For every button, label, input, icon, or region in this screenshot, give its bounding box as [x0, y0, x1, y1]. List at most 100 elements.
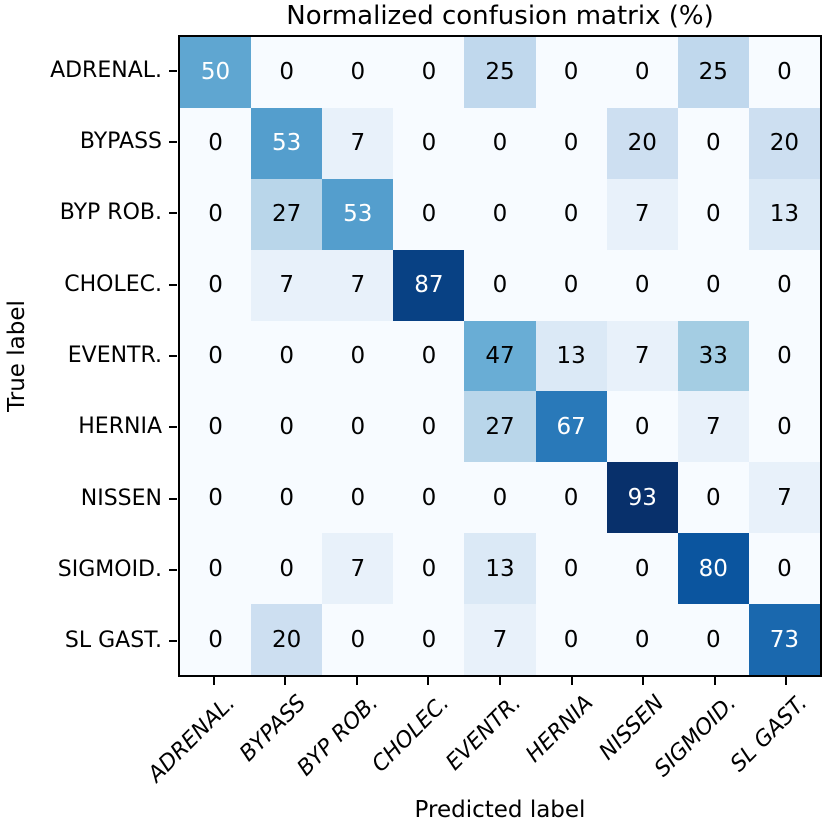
y-tick-label: NISSEN [80, 485, 162, 511]
matrix-cell: 0 [393, 37, 465, 108]
matrix-cell: 0 [464, 178, 536, 250]
matrix-cell: 0 [677, 107, 749, 179]
matrix-cell: 0 [677, 604, 749, 675]
x-tick-mark [642, 677, 645, 685]
matrix-cell: 0 [251, 533, 323, 605]
matrix-cell: 0 [677, 249, 749, 321]
matrix-cell: 0 [606, 249, 678, 321]
matrix-cell: 53 [251, 107, 323, 179]
matrix-cell: 7 [464, 604, 536, 675]
y-tick-mark [169, 283, 177, 286]
matrix-cell: 25 [677, 37, 749, 108]
matrix-cell: 13 [748, 178, 820, 250]
y-tick-mark [169, 212, 177, 215]
matrix-cell: 47 [464, 320, 536, 392]
matrix-cell: 7 [322, 249, 394, 321]
matrix-cell: 13 [464, 533, 536, 605]
matrix-cell: 7 [748, 462, 820, 534]
matrix-cell: 0 [393, 604, 465, 675]
matrix-cell: 67 [535, 391, 607, 463]
matrix-cell: 0 [251, 462, 323, 534]
matrix-cell: 20 [606, 107, 678, 179]
matrix-cell: 0 [251, 320, 323, 392]
matrix-cell: 0 [322, 391, 394, 463]
y-tick-label: SL GAST. [64, 628, 162, 654]
chart-title: Normalized confusion matrix (%) [286, 1, 714, 31]
matrix-cell: 0 [180, 320, 252, 392]
x-tick-mark [212, 677, 215, 685]
matrix-cell: 0 [535, 249, 607, 321]
y-tick-mark [169, 355, 177, 357]
matrix-cell: 50 [180, 37, 252, 108]
matrix-cell: 0 [251, 391, 323, 463]
matrix-cell: 0 [535, 533, 607, 605]
matrix-cell: 0 [535, 107, 607, 179]
matrix-cell: 20 [748, 107, 820, 179]
y-tick-mark [169, 640, 177, 643]
matrix-cell: 13 [535, 320, 607, 392]
x-tick-mark [284, 677, 287, 685]
y-tick-label: ADRENAL. [50, 57, 162, 83]
matrix-cell: 27 [464, 391, 536, 463]
matrix-cell: 25 [464, 37, 536, 108]
matrix-cell: 0 [393, 391, 465, 463]
matrix-cell: 80 [677, 533, 749, 605]
matrix-cell: 0 [322, 604, 394, 675]
x-tick-mark [785, 677, 788, 685]
x-tick-mark [713, 677, 716, 685]
matrix-cell: 0 [606, 604, 678, 675]
x-tick-mark [499, 677, 501, 685]
matrix-cell: 7 [606, 178, 678, 250]
matrix-cell: 0 [180, 533, 252, 605]
matrix-cell: 0 [180, 107, 252, 179]
y-tick-label: CHOLEC. [64, 271, 162, 297]
matrix-cell: 0 [180, 391, 252, 463]
matrix-cell: 0 [393, 178, 465, 250]
matrix-cell: 0 [606, 37, 678, 108]
matrix-cell: 0 [748, 391, 820, 463]
y-tick-label: BYPASS [79, 129, 162, 154]
matrix-cell: 0 [180, 249, 252, 321]
matrix-cell: 0 [677, 178, 749, 250]
matrix-cell: 0 [180, 178, 252, 250]
matrix-cell: 0 [180, 462, 252, 534]
matrix-cell: 0 [606, 533, 678, 605]
matrix-cell: 0 [322, 462, 394, 534]
matrix-cell: 0 [535, 178, 607, 250]
y-tick-label: SIGMOID. [57, 557, 162, 582]
matrix-cell: 0 [393, 533, 465, 605]
y-tick-label: EVENTR. [67, 343, 162, 368]
matrix-cell: 0 [748, 533, 820, 605]
matrix-cell: 0 [393, 462, 465, 534]
matrix-cell: 27 [251, 178, 323, 250]
matrix-cell: 0 [464, 249, 536, 321]
y-tick-label: BYP ROB. [59, 200, 162, 226]
heatmap-grid: 50 0 0 0 25 0 0 25 0 0 53 7 0 0 0 20 0 20 0 27 53 0 0 0 7 0 13 0 7 7 8… [178, 35, 822, 677]
matrix-cell: 0 [464, 462, 536, 534]
matrix-cell: 0 [748, 249, 820, 321]
x-tick-mark [570, 677, 573, 685]
matrix-cell: 0 [535, 462, 607, 534]
matrix-cell: 0 [535, 37, 607, 108]
y-tick-mark [169, 69, 177, 72]
matrix-cell: 7 [606, 320, 678, 392]
matrix-cell: 0 [606, 391, 678, 463]
matrix-cell: 0 [677, 462, 749, 534]
matrix-cell: 73 [748, 604, 820, 675]
matrix-cell: 7 [322, 533, 394, 605]
y-tick-mark [169, 426, 177, 429]
x-tick-mark [427, 677, 430, 685]
y-tick-mark [169, 497, 177, 500]
matrix-cell: 0 [322, 37, 394, 108]
matrix-cell: 0 [251, 37, 323, 108]
matrix-cell: 20 [251, 604, 323, 675]
x-tick-mark [355, 677, 358, 685]
matrix-cell: 7 [677, 391, 749, 463]
matrix-cell: 0 [535, 604, 607, 675]
matrix-cell: 0 [393, 107, 465, 179]
matrix-cell: 33 [677, 320, 749, 392]
matrix-cell: 0 [322, 320, 394, 392]
matrix-cell: 0 [748, 37, 820, 108]
y-tick-mark [169, 569, 177, 571]
